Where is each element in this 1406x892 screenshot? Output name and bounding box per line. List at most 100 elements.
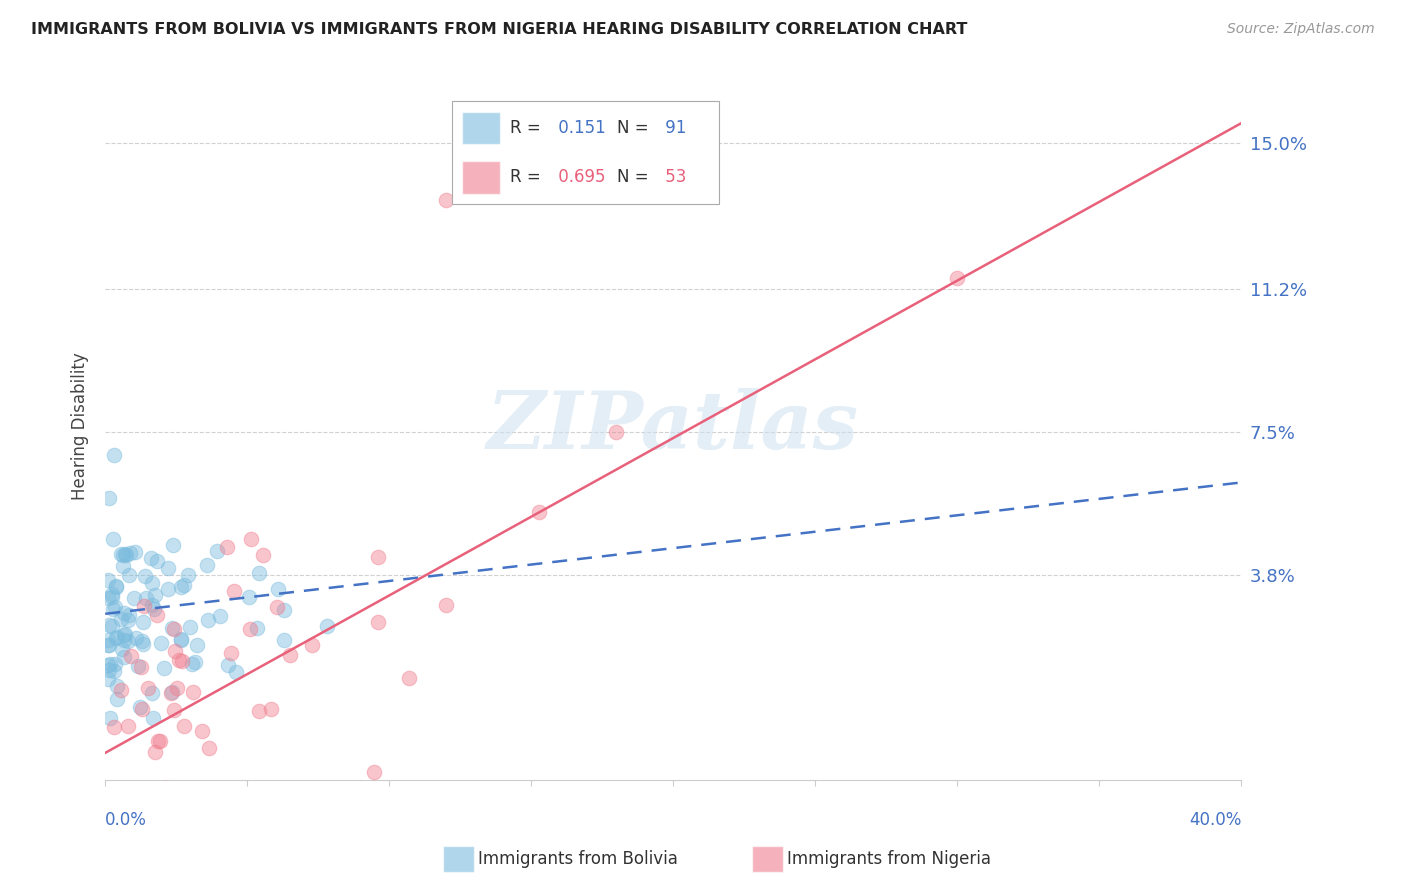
Point	[114, 547, 136, 561]
Point	[100, 711, 122, 725]
Point	[129, 660, 152, 674]
Point	[527, 504, 550, 518]
Point	[179, 620, 201, 634]
Point	[107, 692, 129, 706]
Point	[155, 780, 177, 795]
Point	[121, 799, 143, 814]
Point	[122, 591, 145, 605]
Point	[252, 549, 274, 563]
Point	[101, 619, 124, 633]
Point	[110, 547, 132, 561]
Point	[149, 734, 172, 748]
Point	[184, 839, 207, 854]
Point	[278, 648, 301, 662]
Point	[215, 540, 238, 554]
Point	[166, 681, 188, 695]
Point	[141, 686, 163, 700]
Point	[112, 633, 135, 648]
Point	[247, 566, 270, 580]
Point	[169, 632, 191, 646]
Point	[110, 682, 132, 697]
Point	[111, 558, 134, 573]
Point	[118, 567, 141, 582]
Text: Immigrants from Bolivia: Immigrants from Bolivia	[478, 850, 678, 868]
Point	[238, 590, 260, 604]
Point	[114, 627, 136, 641]
Point	[97, 573, 120, 587]
Point	[111, 641, 134, 656]
Point	[149, 635, 172, 649]
Point	[124, 811, 146, 825]
Point	[104, 631, 127, 645]
Point	[162, 703, 184, 717]
Point	[120, 546, 142, 560]
Point	[132, 637, 155, 651]
Point	[247, 704, 270, 718]
Point	[209, 609, 232, 624]
Point	[198, 741, 221, 756]
Point	[173, 718, 195, 732]
Point	[97, 638, 120, 652]
Point	[135, 591, 157, 606]
Point	[117, 718, 139, 732]
Point	[195, 558, 218, 572]
Point	[131, 702, 153, 716]
Point	[301, 639, 323, 653]
Point	[224, 584, 246, 599]
Point	[266, 582, 288, 596]
Point	[111, 548, 134, 562]
Point	[98, 663, 121, 677]
Point	[225, 665, 247, 680]
Point	[100, 587, 122, 601]
Point	[177, 567, 200, 582]
Point	[105, 679, 128, 693]
Text: 0.0%: 0.0%	[105, 811, 148, 829]
Point	[197, 613, 219, 627]
Point	[173, 578, 195, 592]
Point	[101, 532, 124, 546]
Point	[170, 633, 193, 648]
Point	[143, 745, 166, 759]
Point	[117, 613, 139, 627]
Point	[146, 554, 169, 568]
Point	[260, 702, 283, 716]
Point	[112, 606, 135, 620]
Point	[103, 448, 125, 462]
Point	[141, 598, 163, 612]
Point	[98, 657, 121, 671]
Point	[434, 599, 457, 613]
Point	[104, 657, 127, 672]
Point	[98, 617, 121, 632]
Point	[110, 612, 132, 626]
Point	[273, 603, 295, 617]
Point	[117, 607, 139, 622]
Point	[186, 638, 208, 652]
Point	[112, 649, 135, 664]
Point	[167, 653, 190, 667]
Point	[153, 661, 176, 675]
Point	[160, 685, 183, 699]
Point	[142, 711, 165, 725]
Point	[143, 588, 166, 602]
Point	[179, 880, 201, 892]
Point	[163, 623, 186, 637]
Point	[146, 733, 169, 747]
Text: Immigrants from Nigeria: Immigrants from Nigeria	[787, 850, 991, 868]
Point	[101, 783, 124, 797]
Point	[142, 601, 165, 615]
Point	[97, 672, 120, 686]
Point	[217, 658, 239, 673]
Point	[132, 599, 155, 613]
Point	[131, 633, 153, 648]
Point	[125, 632, 148, 646]
Point	[105, 579, 128, 593]
Point	[160, 621, 183, 635]
Point	[191, 723, 214, 738]
Point	[157, 561, 180, 575]
Point	[605, 425, 627, 440]
Point	[97, 638, 120, 652]
Text: Source: ZipAtlas.com: Source: ZipAtlas.com	[1227, 22, 1375, 37]
Point	[180, 657, 202, 672]
Point	[129, 699, 152, 714]
Point	[141, 576, 163, 591]
